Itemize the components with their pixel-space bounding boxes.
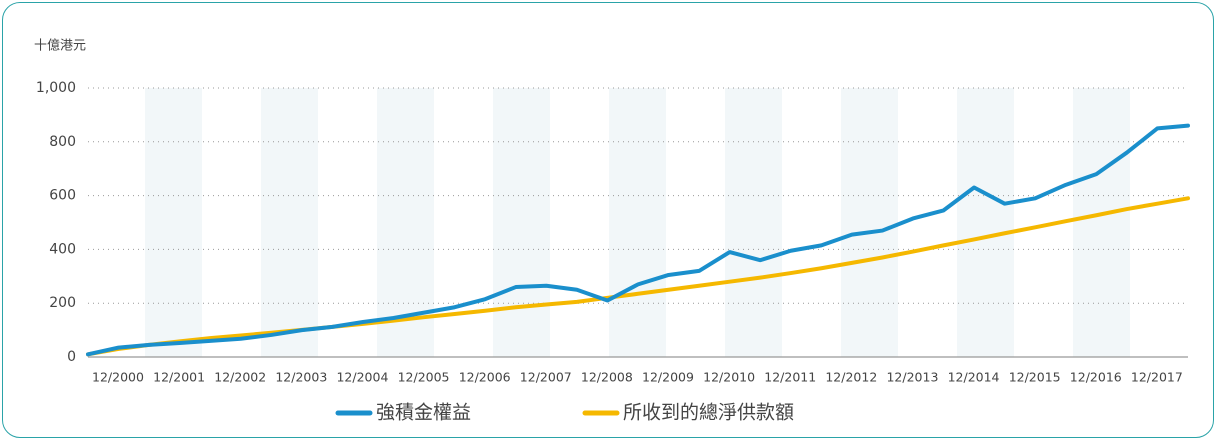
x-tick-label: 12/2017 — [1131, 370, 1183, 385]
x-tick-label: 12/2004 — [336, 370, 388, 385]
y-tick-label: 400 — [49, 241, 76, 257]
x-tick-label: 12/2005 — [398, 370, 450, 385]
x-tick-label: 12/2008 — [581, 370, 633, 385]
x-tick-label: 12/2013 — [886, 370, 938, 385]
x-tick-label: 12/2003 — [275, 370, 327, 385]
x-tick-label: 12/2015 — [1009, 370, 1061, 385]
series-line — [86, 196, 1190, 357]
x-tick-label: 12/2010 — [703, 370, 755, 385]
year-band — [841, 88, 898, 357]
year-band — [145, 88, 202, 357]
year-band — [957, 88, 1014, 357]
legend-label: 強積金權益 — [376, 402, 471, 424]
x-tick-label: 12/2009 — [642, 370, 694, 385]
year-band — [493, 88, 550, 357]
year-band — [261, 88, 318, 357]
x-tick-label: 12/2016 — [1070, 370, 1122, 385]
x-tick-label: 12/2007 — [520, 370, 572, 385]
y-tick-label: 800 — [49, 134, 76, 150]
x-tick-label: 12/2011 — [764, 370, 816, 385]
x-tick-label: 12/2001 — [153, 370, 205, 385]
year-band — [609, 88, 666, 357]
y-tick-label: 600 — [49, 188, 76, 204]
x-tick-label: 12/2014 — [948, 370, 1000, 385]
series-line — [86, 123, 1190, 357]
year-band — [1073, 88, 1130, 357]
legend-label: 所收到的總淨供款額 — [623, 402, 794, 424]
x-tick-label: 12/2012 — [825, 370, 877, 385]
y-tick-label: 1,000 — [36, 80, 76, 96]
x-tick-label: 12/2002 — [214, 370, 266, 385]
y-axis-label: 十億港元 — [34, 38, 86, 54]
year-band — [725, 88, 782, 357]
y-tick-label: 0 — [67, 349, 76, 365]
x-tick-label: 12/2000 — [92, 370, 144, 385]
x-tick-label: 12/2006 — [459, 370, 511, 385]
y-tick-label: 200 — [49, 295, 76, 311]
